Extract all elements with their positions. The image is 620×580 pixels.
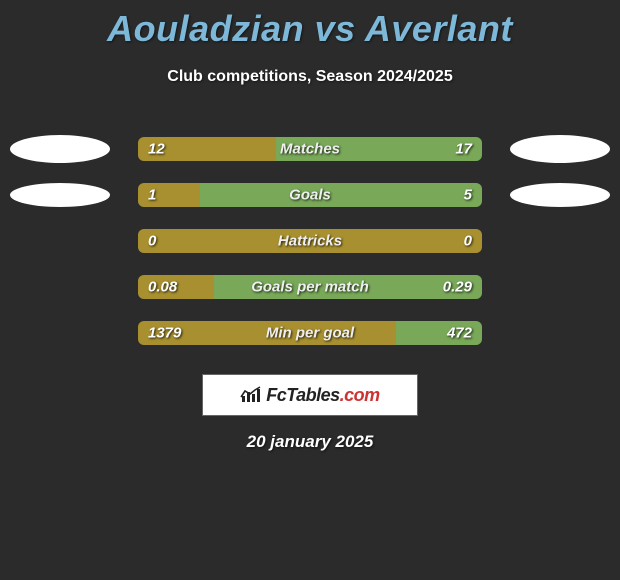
right-value: 0 xyxy=(464,233,472,250)
page-title: Aouladzian vs Averlant xyxy=(0,0,620,50)
stat-label: Hattricks xyxy=(278,233,342,250)
subtitle: Club competitions, Season 2024/2025 xyxy=(0,68,620,86)
right-magnitude-ellipse xyxy=(510,183,610,207)
date-label: 20 january 2025 xyxy=(0,432,620,452)
left-value: 0 xyxy=(148,233,156,250)
stat-label: Goals xyxy=(289,187,331,204)
stat-bar: 12 Matches 17 xyxy=(138,137,482,161)
left-value: 12 xyxy=(148,141,165,158)
stat-row: 1 Goals 5 xyxy=(0,172,620,218)
chart-icon xyxy=(240,386,262,404)
stat-label: Min per goal xyxy=(266,325,354,342)
stat-row: 12 Matches 17 xyxy=(0,126,620,172)
right-value: 0.29 xyxy=(443,279,472,296)
left-value: 1379 xyxy=(148,325,181,342)
stat-bar: 1 Goals 5 xyxy=(138,183,482,207)
logo-text: FcTables.com xyxy=(266,385,379,406)
right-value: 5 xyxy=(464,187,472,204)
stat-row: 0 Hattricks 0 xyxy=(0,218,620,264)
left-value: 1 xyxy=(148,187,156,204)
stat-label: Goals per match xyxy=(251,279,369,296)
stat-bar: 0 Hattricks 0 xyxy=(138,229,482,253)
left-magnitude-ellipse xyxy=(10,183,110,207)
right-magnitude-ellipse xyxy=(510,135,610,163)
stat-bar: 1379 Min per goal 472 xyxy=(138,321,482,345)
source-logo: FcTables.com xyxy=(202,374,418,416)
stat-row: 1379 Min per goal 472 xyxy=(0,310,620,356)
stat-bar: 0.08 Goals per match 0.29 xyxy=(138,275,482,299)
stat-label: Matches xyxy=(280,141,340,158)
comparison-chart: 12 Matches 17 1 Goals 5 0 Hattricks 0 0.08 Goals p… xyxy=(0,126,620,356)
right-value: 472 xyxy=(447,325,472,342)
right-bar-segment xyxy=(200,183,482,207)
stat-row: 0.08 Goals per match 0.29 xyxy=(0,264,620,310)
left-value: 0.08 xyxy=(148,279,177,296)
right-value: 17 xyxy=(455,141,472,158)
left-magnitude-ellipse xyxy=(10,135,110,163)
